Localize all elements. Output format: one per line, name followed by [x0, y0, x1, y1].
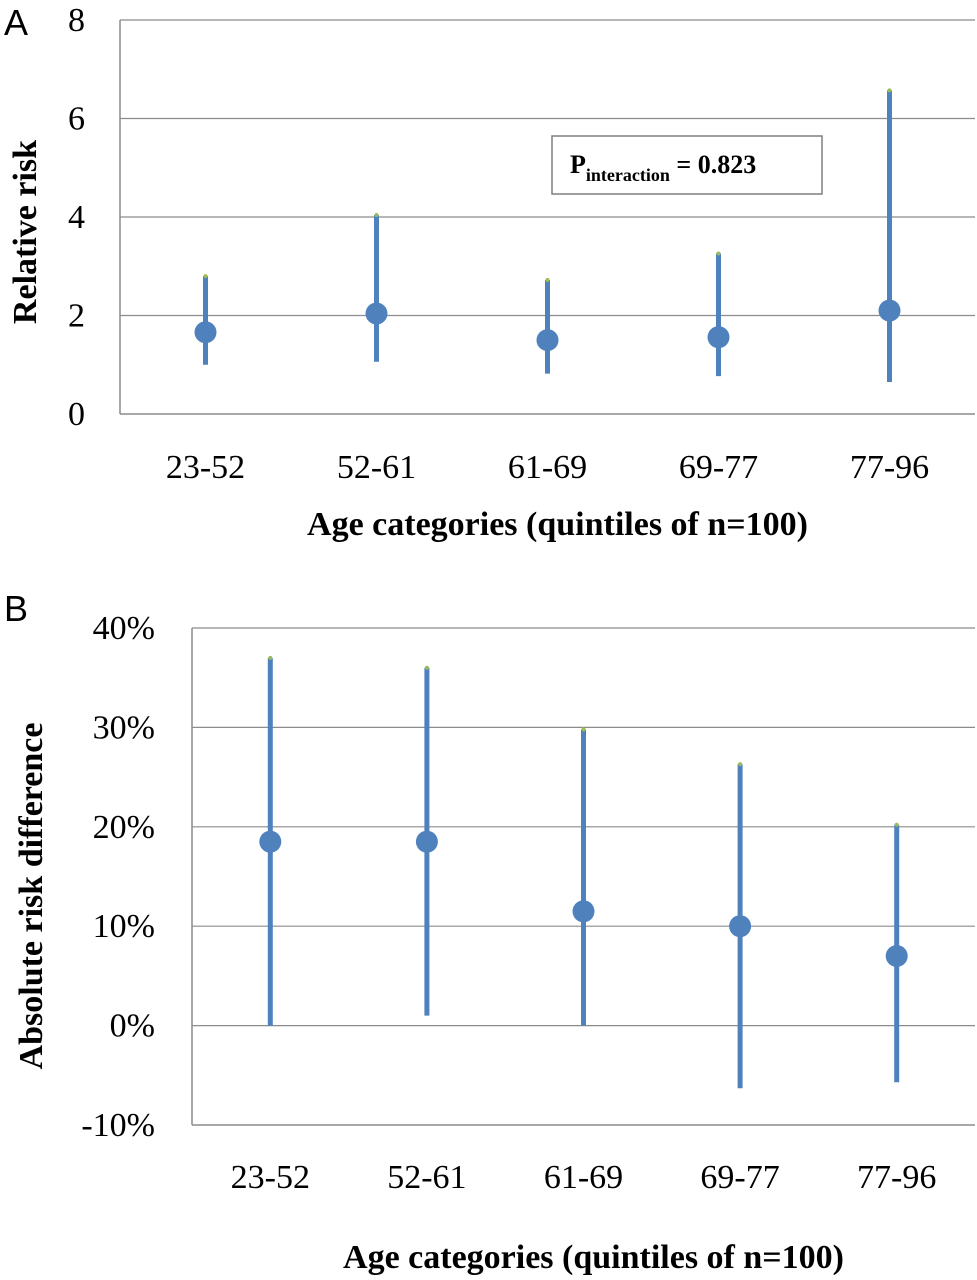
data-point-b-3	[729, 915, 752, 938]
x-tick-label-b-3: 69-77	[700, 1159, 779, 1196]
x-tick-label-a-1: 52-61	[337, 449, 416, 486]
y-tick-label-a-0: 0	[68, 396, 85, 433]
y-axis-title-a: Relative risk	[7, 140, 44, 324]
y-tick-label-b-4: 30%	[93, 709, 155, 746]
x-axis-title-b: Age categories (quintiles of n=100)	[343, 1239, 844, 1276]
y-tick-label-b-5: 40%	[93, 610, 155, 647]
error-cap-b-0	[268, 655, 273, 660]
x-axis-title-a: Age categories (quintiles of n=100)	[307, 506, 808, 543]
error-cap-b-1	[424, 665, 429, 670]
x-tick-label-b-2: 61-69	[544, 1159, 623, 1196]
panel-label-a: A	[4, 2, 29, 43]
data-point-a-1	[365, 302, 388, 325]
panel-label-b: B	[4, 588, 29, 629]
error-cap-a-0	[203, 274, 208, 279]
y-tick-label-b-1: 0%	[110, 1008, 155, 1045]
x-tick-label-b-0: 23-52	[231, 1159, 310, 1196]
data-point-b-2	[572, 900, 595, 923]
data-point-b-0	[259, 830, 282, 853]
data-point-b-4	[885, 945, 908, 968]
error-cap-a-3	[716, 251, 721, 256]
annotation-value: = 0.823	[670, 150, 756, 179]
data-point-a-4	[878, 299, 901, 322]
y-tick-label-b-2: 10%	[93, 908, 155, 945]
error-cap-b-4	[894, 822, 899, 827]
y-tick-label-b-0: -10%	[81, 1107, 155, 1144]
data-point-a-0	[194, 321, 217, 344]
y-tick-label-b-3: 20%	[93, 809, 155, 846]
annotation-subscript: interaction	[586, 165, 670, 185]
x-tick-label-b-1: 52-61	[387, 1159, 466, 1196]
chart-panel-a: 0 2 4 6 8 23-52 52-61 61-69 69-77 77-96 Age catego…	[7, 2, 975, 543]
error-cap-b-2	[581, 727, 586, 732]
data-point-a-3	[707, 326, 730, 349]
x-tick-label-a-2: 61-69	[508, 449, 587, 486]
y-tick-label-a-1: 2	[68, 298, 85, 335]
error-cap-a-1	[374, 213, 379, 218]
error-cap-a-2	[545, 278, 550, 283]
y-tick-label-a-4: 8	[68, 2, 85, 39]
annotation-text: Pinteraction = 0.823	[570, 150, 756, 185]
error-cap-a-4	[887, 88, 892, 93]
y-axis-title-b: Absolute risk difference	[13, 723, 50, 1070]
annotation-box	[551, 135, 823, 195]
y-tick-label-a-2: 4	[68, 199, 85, 236]
data-point-a-2	[536, 329, 559, 352]
x-tick-label-a-0: 23-52	[166, 449, 245, 486]
error-cap-b-3	[738, 762, 743, 767]
x-tick-label-a-3: 69-77	[679, 449, 758, 486]
y-tick-label-a-3: 6	[68, 101, 85, 138]
data-point-b-1	[415, 830, 438, 853]
x-tick-label-a-4: 77-96	[850, 449, 929, 486]
chart-panel-b: -10% 0% 10% 20% 30% 40% 23-52 52-61 61-69 69-77 77…	[13, 610, 975, 1276]
annotation-p: P	[570, 150, 586, 179]
x-tick-label-b-4: 77-96	[857, 1159, 936, 1196]
